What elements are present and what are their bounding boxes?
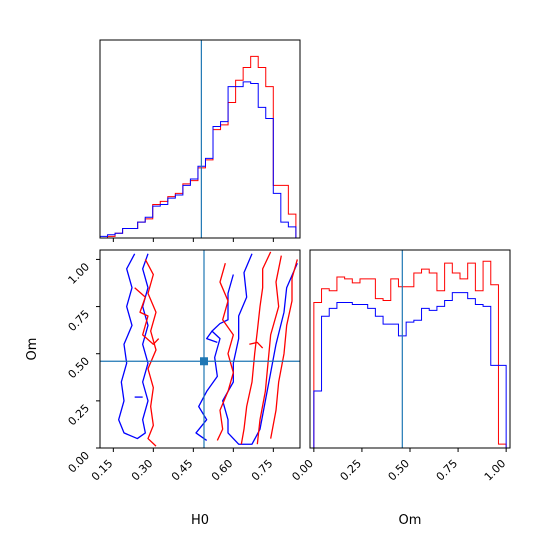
x-axis-label: H0	[191, 513, 209, 528]
h0-histogram-plot	[100, 40, 297, 238]
y-tick-label: 0.75	[66, 308, 93, 335]
x-tick-label: 1.00	[482, 457, 509, 484]
x-tick-label: 0.60	[209, 457, 236, 484]
contour-red-line	[256, 255, 282, 445]
contour-red-line	[144, 259, 157, 447]
x-tick-label: 0.00	[289, 457, 316, 484]
x-tick-label: 0.45	[169, 457, 196, 484]
y-axis-label: Om	[25, 338, 40, 361]
contour-red-line	[249, 341, 264, 349]
h0-om-contour-panel: 0.15 0.30 0.45 0.60 0.75 0.00 0.25 0.50 0.75 1.00…	[25, 249, 301, 528]
contour-blue-line	[195, 274, 234, 441]
y-tick-label: 1.00	[66, 260, 93, 287]
axes-frame	[99, 39, 301, 239]
axes-frame	[99, 249, 301, 449]
om-histogram-blue-series	[313, 292, 507, 448]
truth-marker	[200, 357, 208, 366]
om-histogram-panel: 0.00 0.25 0.50 0.75 1.00 Om	[289, 249, 511, 528]
contour-blue-line	[222, 253, 298, 445]
contour-plot	[100, 250, 300, 448]
y-tick-label: 0.25	[66, 402, 93, 429]
x-tick-label: 0.50	[386, 457, 413, 484]
h0-histogram-blue-series	[100, 81, 297, 238]
x-tick-label: 0.30	[129, 457, 156, 484]
h0-histogram-panel	[99, 39, 301, 242]
contour-red-line	[270, 259, 298, 439]
x-axis-label: Om	[399, 513, 422, 528]
x-tick-label: 0.75	[249, 457, 276, 484]
contour-red-line	[216, 263, 234, 441]
contour-blue-line	[118, 253, 149, 440]
h0-histogram-red-series	[100, 55, 297, 238]
contour-red-line	[134, 287, 160, 345]
om-histogram-red-series	[313, 260, 507, 448]
x-tick-label: 0.15	[89, 457, 116, 484]
x-tick-label: 0.75	[434, 457, 461, 484]
contour-blue-line	[206, 330, 218, 344]
x-tick-label: 0.25	[338, 457, 365, 484]
y-tick-label: 0.00	[66, 449, 93, 476]
y-tick-label: 0.50	[66, 355, 93, 382]
om-histogram-plot	[313, 250, 507, 448]
contour-red-line	[240, 251, 272, 445]
axes-frame	[309, 249, 511, 449]
